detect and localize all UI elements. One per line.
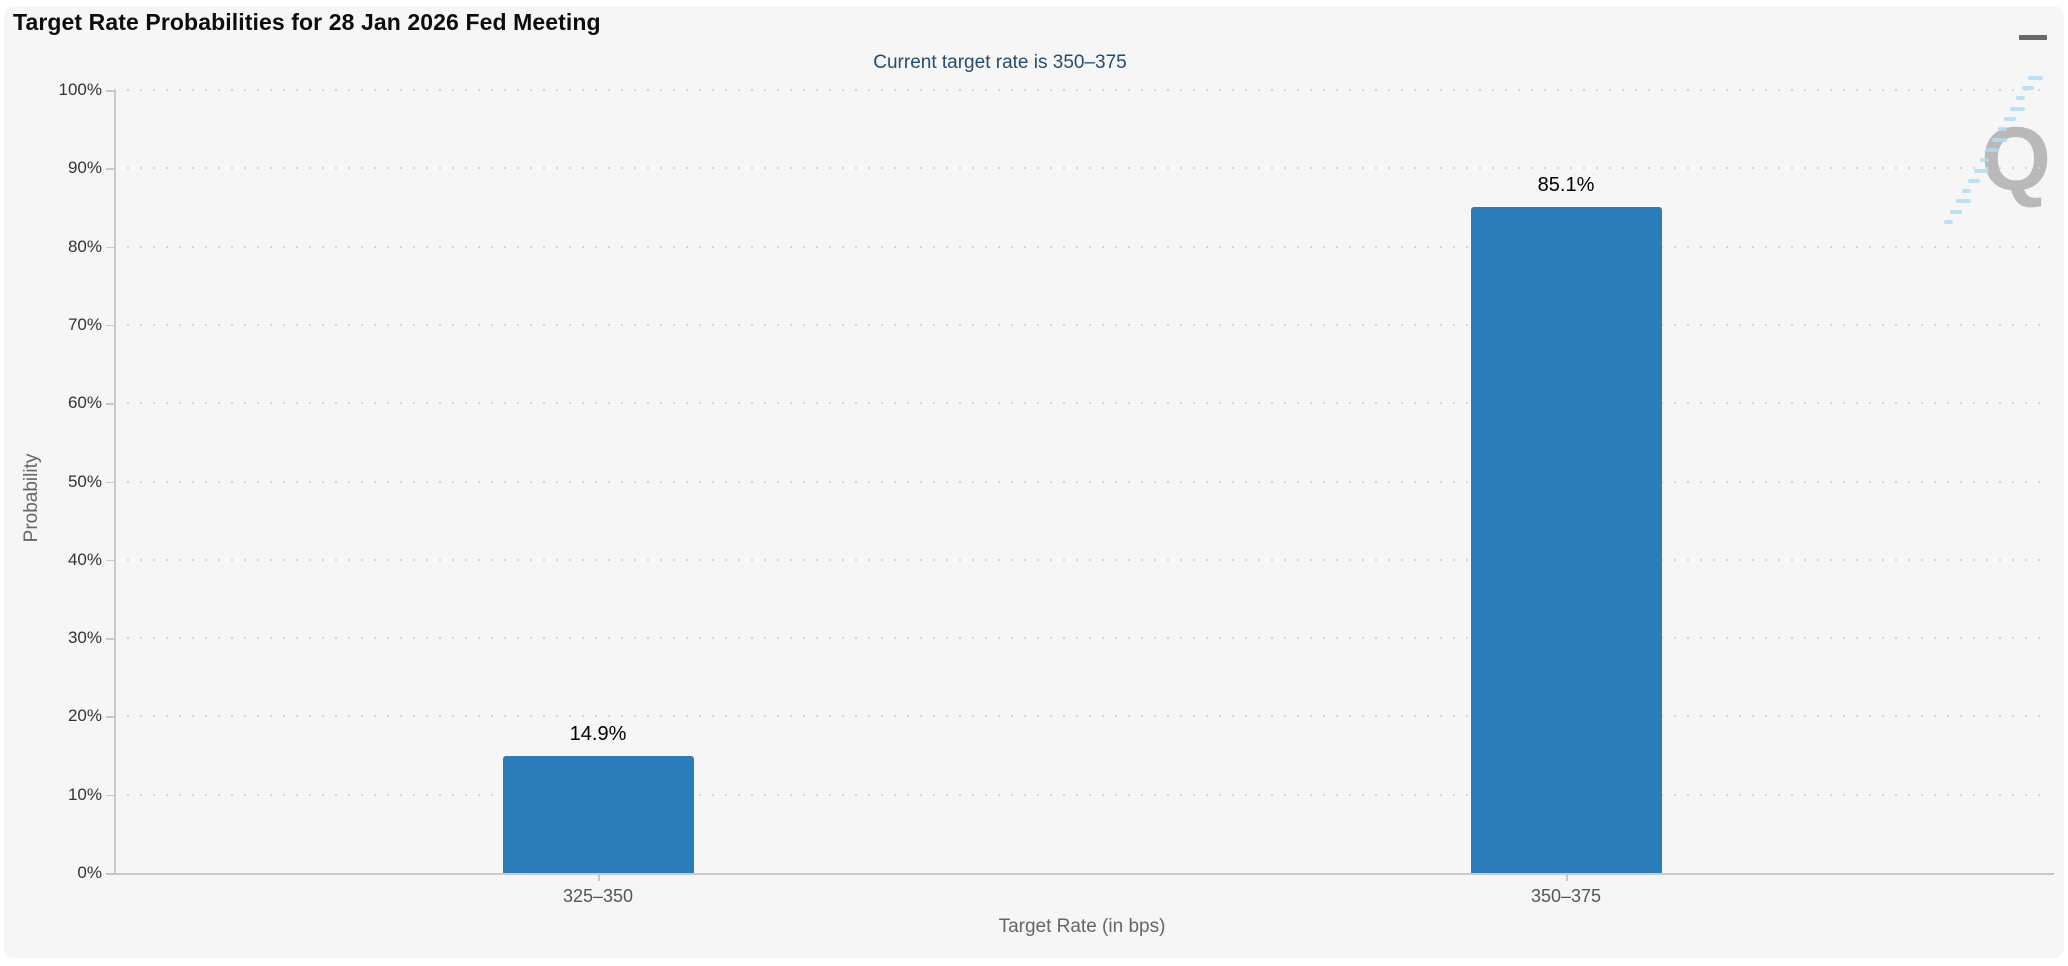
y-gridline xyxy=(114,558,2050,561)
y-axis-tick-label: 70% xyxy=(67,314,102,334)
y-axis-tick xyxy=(106,638,114,640)
x-axis-title: Target Rate (in bps) xyxy=(998,916,1166,937)
bar-value-label: 85.1% xyxy=(1537,173,1595,196)
y-axis-tick-label: 40% xyxy=(67,549,102,569)
y-axis-tick-label: 100% xyxy=(58,80,102,99)
hamburger-menu-icon xyxy=(2019,34,2047,40)
bar-value-label: 14.9% xyxy=(569,723,627,746)
y-gridline xyxy=(114,323,2050,326)
y-axis-tick xyxy=(106,90,114,92)
y-gridline xyxy=(114,715,2050,718)
chart-context-menu-button[interactable] xyxy=(2014,20,2052,54)
y-axis-tick-label: 10% xyxy=(67,784,102,804)
y-gridline xyxy=(114,793,2050,796)
y-axis-tick xyxy=(106,873,114,875)
y-gridline xyxy=(114,245,2050,248)
x-axis-tick xyxy=(1566,873,1568,881)
y-axis-tick xyxy=(106,324,114,327)
x-axis-line xyxy=(114,873,2054,875)
y-gridline xyxy=(114,637,2050,640)
y-axis-tick xyxy=(106,168,114,170)
y-gridline xyxy=(114,480,2050,483)
bar-325-350[interactable] xyxy=(502,756,694,873)
y-axis-tick xyxy=(106,794,114,797)
y-axis-tick-label: 50% xyxy=(67,471,102,491)
y-axis-tick-label: 90% xyxy=(67,158,102,178)
y-axis-tick xyxy=(106,403,114,405)
y-axis-tick xyxy=(106,559,114,562)
y-gridline xyxy=(114,89,2050,91)
y-gridline xyxy=(114,402,2050,405)
chart-subtitle: Current target rate is 350–375 xyxy=(873,52,1127,73)
x-axis-tick xyxy=(598,873,600,881)
chart-title: Target Rate Probabilities for 28 Jan 202… xyxy=(13,9,601,35)
y-axis-tick xyxy=(106,481,114,483)
x-axis-category-label: 350–375 xyxy=(1530,886,1602,906)
y-axis-tick xyxy=(106,716,114,718)
y-gridline xyxy=(114,167,2050,170)
bar-350-375[interactable] xyxy=(1470,206,1662,873)
y-axis-tick-label: 30% xyxy=(67,628,102,648)
y-axis-tick-label: 20% xyxy=(67,706,102,726)
y-axis-title: Probability xyxy=(21,453,42,543)
y-axis-tick-label: 60% xyxy=(67,393,102,413)
y-axis-tick-label: 0% xyxy=(77,863,102,882)
y-axis-tick xyxy=(106,246,114,249)
x-axis-category-label: 325–350 xyxy=(562,886,634,906)
y-axis-line xyxy=(114,90,116,873)
y-axis-tick-label: 80% xyxy=(67,236,102,256)
